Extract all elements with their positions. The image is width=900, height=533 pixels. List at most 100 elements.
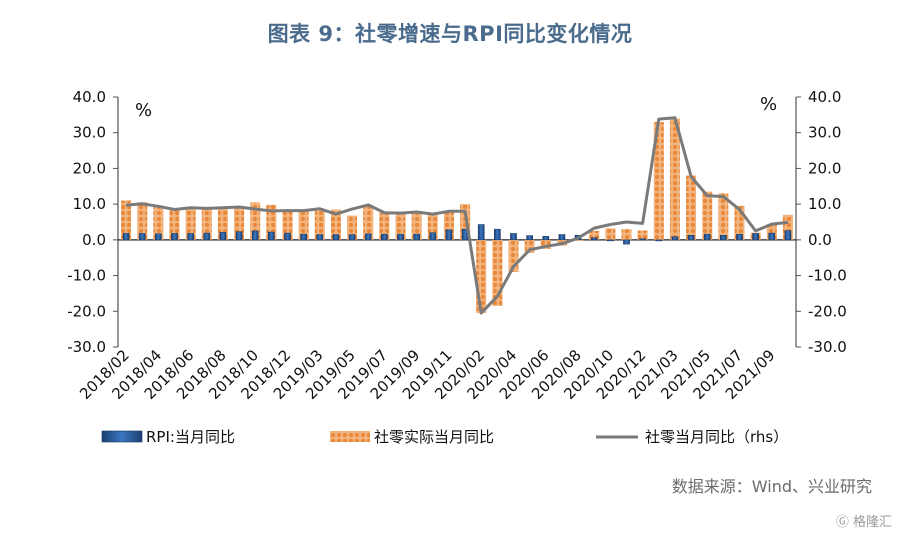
bar-retail-real (637, 230, 648, 240)
bar-rpi (687, 234, 695, 241)
y-tick-label-right: -20.0 (808, 302, 847, 320)
y-tick-label-left: 30.0 (73, 124, 106, 142)
y-tick-label-right: -10.0 (808, 267, 847, 285)
bar-rpi (542, 236, 550, 241)
bar-retail-real (476, 239, 487, 314)
bar-retail-real (137, 202, 148, 240)
bar-retail-real (347, 215, 358, 240)
bar-retail-real (217, 207, 228, 240)
chart-title: 图表 9：社零增速与RPI同比变化情况 (267, 22, 633, 46)
line-retail-nominal (125, 116, 789, 315)
bar-rpi (381, 233, 388, 241)
bar-rpi (251, 230, 259, 241)
y-tick-label-right: -30.0 (808, 338, 847, 356)
bar-retail-real (298, 210, 309, 240)
bar-rpi (187, 233, 194, 241)
bar-retail-real (653, 122, 664, 240)
bar-rpi (736, 233, 743, 241)
bar-rpi (445, 229, 453, 241)
bar-rpi (413, 233, 420, 241)
y-tick-label-right: 0.0 (808, 231, 832, 249)
bar-retail-real (250, 202, 261, 240)
bar-rpi (203, 232, 211, 241)
bar-retail-real (121, 200, 132, 240)
bar-retail-real (234, 207, 245, 240)
bar-retail-real (282, 209, 293, 240)
bar-rpi (219, 232, 227, 241)
watermark: Ⓖ 格隆汇 (836, 511, 892, 530)
bar-rpi (784, 230, 792, 241)
bar-rpi (526, 235, 533, 241)
legend-swatch-retail-real (330, 431, 370, 442)
bar-rpi (155, 233, 162, 241)
bar-rpi (607, 239, 614, 242)
watermark-logo-icon: Ⓖ (835, 515, 849, 530)
bar-retail-real (330, 209, 341, 240)
bar-rpi (752, 233, 759, 241)
bar-rpi (655, 239, 663, 242)
bar-rpi (639, 238, 646, 241)
bar-rpi (397, 233, 404, 241)
bar-retail-real (411, 212, 422, 240)
y-tick-label-left: -20.0 (67, 302, 106, 320)
bar-retail-real (153, 205, 164, 240)
legend-swatch-rpi (101, 430, 143, 443)
unit-left: % (135, 100, 152, 121)
bar-rpi (558, 234, 566, 241)
bar-retail-real (185, 207, 196, 240)
unit-right: % (760, 94, 777, 115)
bar-rpi (720, 234, 727, 241)
source-note: 数据来源：Wind、兴业研究 (671, 477, 872, 496)
bar-retail-real (266, 204, 277, 240)
bar-rpi (316, 234, 324, 241)
bar-rpi (138, 233, 146, 241)
bar-rpi (122, 233, 130, 241)
y-tick-label-left: 40.0 (73, 88, 106, 106)
bar-retail-real (379, 212, 390, 240)
bar-retail-real (605, 228, 616, 240)
y-tick-label-left: 10.0 (73, 195, 106, 213)
bar-retail-real (363, 204, 374, 240)
bar-retail-real (314, 210, 325, 240)
bar-retail-real (621, 229, 632, 240)
bar-rpi (171, 233, 178, 241)
bar-retail-real (589, 230, 600, 240)
bar-rpi (510, 233, 517, 241)
bar-retail-real (443, 211, 454, 240)
bar-retail-real (540, 239, 551, 249)
bar-retail-real (702, 191, 713, 240)
bar-rpi (348, 234, 356, 241)
bar-retail-real (427, 214, 438, 240)
bar-retail-real (766, 223, 777, 240)
bar-retail-real (169, 209, 180, 240)
y-tick-label-left: -10.0 (67, 267, 106, 285)
bar-rpi (671, 236, 679, 241)
legend-label-rpi: RPI:当月同比 (146, 428, 235, 446)
bar-retail-real (573, 239, 584, 241)
bar-rpi (364, 233, 372, 241)
y-tick-label-right: 40.0 (808, 88, 841, 106)
legend-label-retail-nominal: 社零当月同比（rhs） (645, 428, 788, 446)
bar-retail-real (686, 175, 697, 240)
y-tick-label-left: 20.0 (73, 159, 106, 177)
y-tick-label-left: 0.0 (82, 231, 106, 249)
bar-rpi (590, 237, 598, 241)
bar-retail-real (201, 208, 212, 240)
bar-rpi (703, 233, 711, 241)
legend-label-retail-real: 社零实际当月同比 (374, 428, 494, 446)
bar-retail-real (395, 213, 406, 240)
bar-retail-real (524, 239, 535, 254)
watermark-text: 格隆汇 (852, 515, 892, 530)
bar-retail-real (508, 239, 519, 272)
bar-rpi (494, 228, 501, 241)
bar-retail-real (718, 193, 729, 240)
bar-rpi (768, 232, 776, 241)
bar-rpi (332, 234, 340, 241)
y-tick-label-right: 30.0 (808, 124, 841, 142)
bar-retail-real (492, 239, 503, 306)
bar-rpi (477, 224, 485, 241)
bar-rpi (300, 233, 307, 241)
bar-retail-real (734, 205, 745, 240)
y-tick-label-left: -30.0 (67, 338, 106, 356)
